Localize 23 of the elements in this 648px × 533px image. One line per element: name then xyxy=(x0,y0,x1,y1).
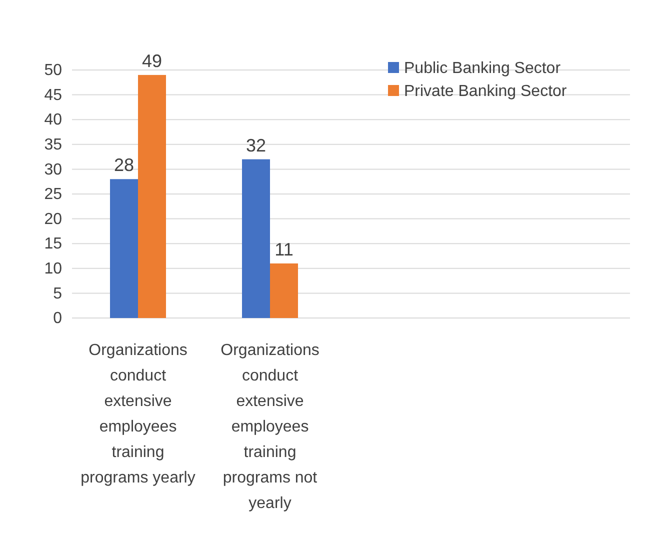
x-tick-label: Organizations conduct extensive employees training programs yearly xyxy=(80,342,196,486)
y-tick-label: 20 xyxy=(44,210,62,228)
y-tick-label: 45 xyxy=(44,86,62,104)
legend-label: Public Banking Sector xyxy=(404,60,562,77)
data-label: 11 xyxy=(274,239,294,260)
bar xyxy=(270,263,298,318)
y-tick-label: 15 xyxy=(44,236,62,253)
y-tick-label: 0 xyxy=(53,310,62,328)
bar xyxy=(242,159,270,318)
bar xyxy=(110,179,138,318)
y-tick-label: 35 xyxy=(44,136,62,154)
x-tick-label: Organizations conduct extensive employees training programs not yearly xyxy=(220,342,320,512)
y-tick-label: 25 xyxy=(44,186,62,204)
data-label: 49 xyxy=(142,50,162,71)
y-tick-label: 30 xyxy=(44,161,62,178)
y-tick-label: 50 xyxy=(44,62,62,80)
y-tick-label: 10 xyxy=(44,260,62,278)
bar xyxy=(138,74,166,318)
data-label: 28 xyxy=(114,155,134,176)
y-tick-label: 40 xyxy=(44,112,62,129)
y-tick-label: 5 xyxy=(53,285,62,302)
data-label: 32 xyxy=(246,135,266,156)
legend-label: Private Banking Sector xyxy=(404,83,568,100)
